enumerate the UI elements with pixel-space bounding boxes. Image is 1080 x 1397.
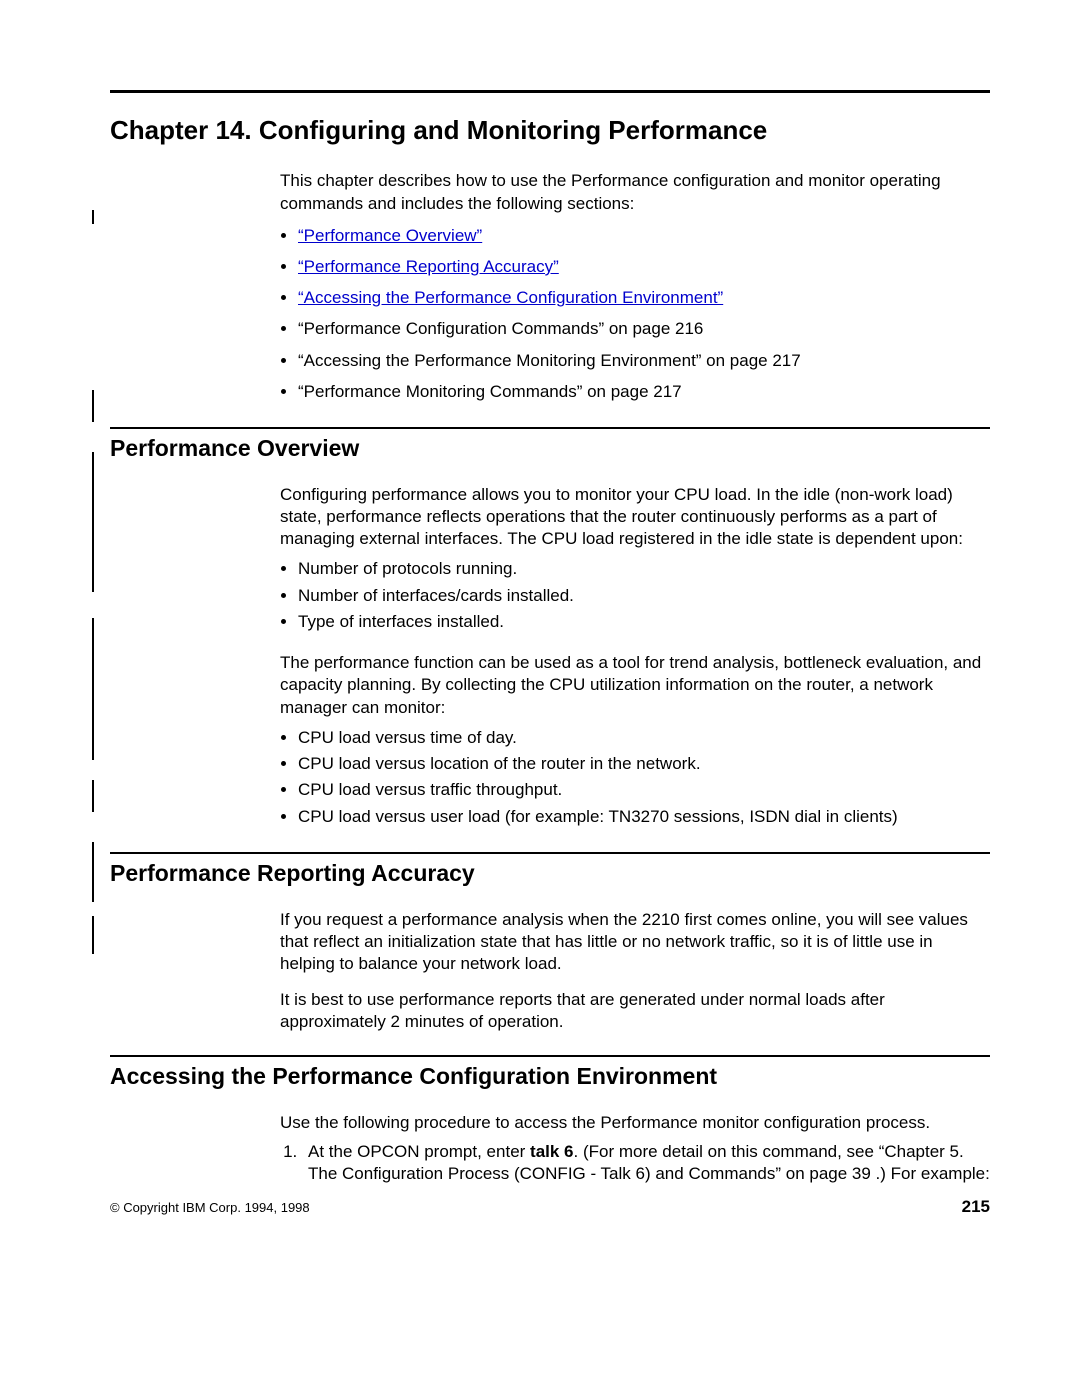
toc-item: “Accessing the Performance Monitoring En…: [298, 347, 990, 374]
list-item: Number of interfaces/cards installed.: [298, 583, 990, 609]
toc-item: “Performance Monitoring Commands” on pag…: [298, 378, 990, 405]
overview-list1: Number of protocols running. Number of i…: [280, 556, 990, 635]
change-bar: [92, 842, 94, 902]
toc-link[interactable]: “Performance Overview”: [298, 226, 482, 245]
change-bar: [92, 916, 94, 954]
accessing-p1: Use the following procedure to access th…: [280, 1112, 990, 1134]
section-title-accuracy: Performance Reporting Accuracy: [110, 860, 990, 887]
change-bar: [92, 390, 94, 422]
section-rule: [110, 427, 990, 429]
toc-link[interactable]: “Performance Reporting Accuracy”: [298, 257, 559, 276]
accuracy-p1: If you request a performance analysis wh…: [280, 909, 990, 975]
page-footer: © Copyright IBM Corp. 1994, 1998 215: [110, 1197, 990, 1217]
change-bar: [92, 452, 94, 592]
list-item: CPU load versus time of day.: [298, 725, 990, 751]
toc-item: “Accessing the Performance Configuration…: [298, 284, 990, 311]
section-rule: [110, 852, 990, 854]
toc-link[interactable]: “Accessing the Performance Configuration…: [298, 288, 723, 307]
overview-p1: Configuring performance allows you to mo…: [280, 484, 990, 550]
overview-p2: The performance function can be used as …: [280, 652, 990, 718]
accessing-steps: At the OPCON prompt, enter talk 6. (For …: [280, 1141, 990, 1187]
list-item: CPU load versus user load (for example: …: [298, 804, 990, 830]
list-item: Number of protocols running.: [298, 556, 990, 582]
chapter-title: Chapter 14. Configuring and Monitoring P…: [110, 90, 990, 146]
accuracy-p2: It is best to use performance reports th…: [280, 989, 990, 1033]
intro-paragraph: This chapter describes how to use the Pe…: [280, 170, 990, 216]
list-item: CPU load versus location of the router i…: [298, 751, 990, 777]
list-item: Type of interfaces installed.: [298, 609, 990, 635]
section-title-overview: Performance Overview: [110, 435, 990, 462]
change-bar: [92, 780, 94, 812]
toc-item: “Performance Overview”: [298, 222, 990, 249]
step-text-bold: talk 6: [530, 1142, 573, 1161]
page-number: 215: [962, 1197, 990, 1217]
toc-list: “Performance Overview” “Performance Repo…: [280, 222, 990, 405]
toc-item: “Performance Reporting Accuracy”: [298, 253, 990, 280]
step-text-pre: At the OPCON prompt, enter: [308, 1142, 530, 1161]
step-item: At the OPCON prompt, enter talk 6. (For …: [302, 1141, 990, 1187]
page: Chapter 14. Configuring and Monitoring P…: [0, 0, 1080, 1257]
change-bar: [92, 210, 94, 224]
change-bar: [92, 618, 94, 760]
section-rule: [110, 1055, 990, 1057]
overview-list2: CPU load versus time of day. CPU load ve…: [280, 725, 990, 830]
toc-item: “Performance Configuration Commands” on …: [298, 315, 990, 342]
copyright: © Copyright IBM Corp. 1994, 1998: [110, 1200, 310, 1215]
section-title-accessing: Accessing the Performance Configuration …: [110, 1063, 990, 1090]
list-item: CPU load versus traffic throughput.: [298, 777, 990, 803]
